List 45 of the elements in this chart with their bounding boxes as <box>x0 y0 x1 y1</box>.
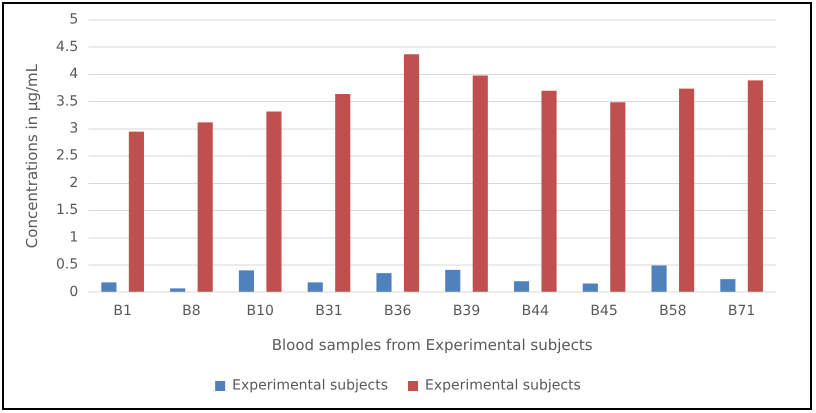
x-tick-label: B58 <box>659 303 687 320</box>
y-tick-label: 5 <box>69 12 78 28</box>
x-tick-label: B1 <box>113 303 132 320</box>
y-axis-title: Concentrations in µg/mL <box>22 63 41 248</box>
bar <box>308 282 323 292</box>
bar <box>748 80 763 292</box>
y-tick-label: 2 <box>69 174 78 191</box>
legend-label: Experimental subjects <box>232 378 388 394</box>
x-tick-label: B45 <box>590 303 618 320</box>
y-tick-label: 0.5 <box>56 256 78 273</box>
x-tick-label: B8 <box>182 303 201 320</box>
bar <box>679 88 694 292</box>
bar <box>101 282 116 292</box>
bar <box>514 281 530 292</box>
bar <box>128 132 144 292</box>
y-tick-label: 0 <box>69 284 78 300</box>
y-tick-label: 4.5 <box>56 38 78 55</box>
bar <box>720 279 736 292</box>
bar <box>652 266 667 292</box>
x-tick-label: B44 <box>522 303 550 320</box>
y-tick-label: 1 <box>69 229 78 246</box>
bar <box>238 270 254 292</box>
bar <box>335 94 350 292</box>
bar <box>198 122 213 292</box>
bar <box>582 283 598 292</box>
x-tick-label: B71 <box>728 303 756 320</box>
y-tick-label: 3.5 <box>56 93 78 110</box>
bar <box>610 102 626 292</box>
bar <box>266 111 282 292</box>
bar <box>170 288 186 292</box>
x-tick-label: B31 <box>315 303 343 320</box>
x-tick-label: B36 <box>384 303 412 320</box>
bar <box>472 76 488 292</box>
y-tick-label: 1.5 <box>56 202 78 218</box>
y-tick-label: 2.5 <box>56 148 78 164</box>
bar <box>376 273 392 292</box>
bar <box>404 54 420 292</box>
bar <box>541 90 557 292</box>
x-axis-title: Blood samples from Experimental subjects <box>272 336 593 354</box>
y-tick-label: 4 <box>69 66 78 82</box>
x-tick-label: B10 <box>246 303 274 320</box>
bar <box>445 270 460 292</box>
legend-label: Experimental subjects <box>425 378 581 394</box>
x-tick-label: B39 <box>452 303 480 320</box>
y-tick-label: 3 <box>69 120 78 137</box>
